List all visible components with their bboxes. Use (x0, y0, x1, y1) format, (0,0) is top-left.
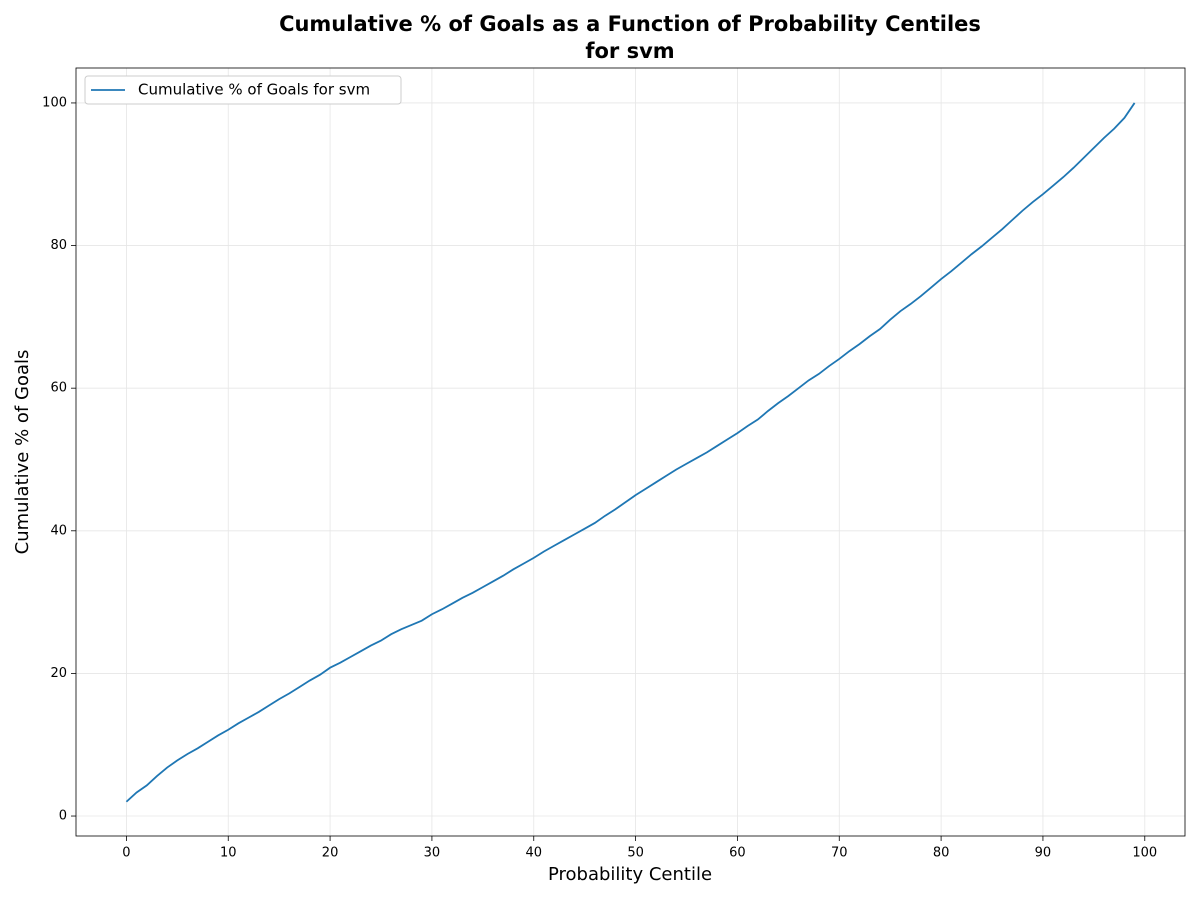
x-tick-label: 30 (424, 846, 441, 861)
y-tick-label: 80 (50, 238, 67, 253)
y-tick-label: 100 (42, 95, 67, 110)
plot-frame (75, 67, 1186, 837)
y-tick-label: 0 (59, 809, 67, 824)
y-axis-label: Cumulative % of Goals (12, 350, 33, 555)
legend-label: Cumulative % of Goals for svm (138, 81, 370, 99)
y-tick-label: 20 (50, 666, 67, 681)
x-tick-label: 50 (627, 846, 644, 861)
legend-box (84, 75, 402, 105)
y-tick-label: 60 (50, 381, 67, 396)
chart-title: Cumulative % of Goals as a Function of P… (279, 12, 981, 36)
chart-title: for svm (585, 39, 674, 63)
x-tick-label: 10 (220, 846, 237, 861)
x-axis-label: Probability Centile (548, 864, 712, 885)
x-tick-label: 90 (1035, 846, 1052, 861)
x-tick-label: 40 (525, 846, 542, 861)
data-line (125, 102, 1136, 803)
x-tick-label: 70 (831, 846, 848, 861)
x-tick-label: 0 (122, 846, 130, 861)
x-tick-label: 20 (322, 846, 339, 861)
x-tick-label: 100 (1132, 846, 1157, 861)
y-tick-label: 40 (50, 523, 67, 538)
x-tick-label: 60 (729, 846, 746, 861)
x-tick-label: 80 (933, 846, 950, 861)
